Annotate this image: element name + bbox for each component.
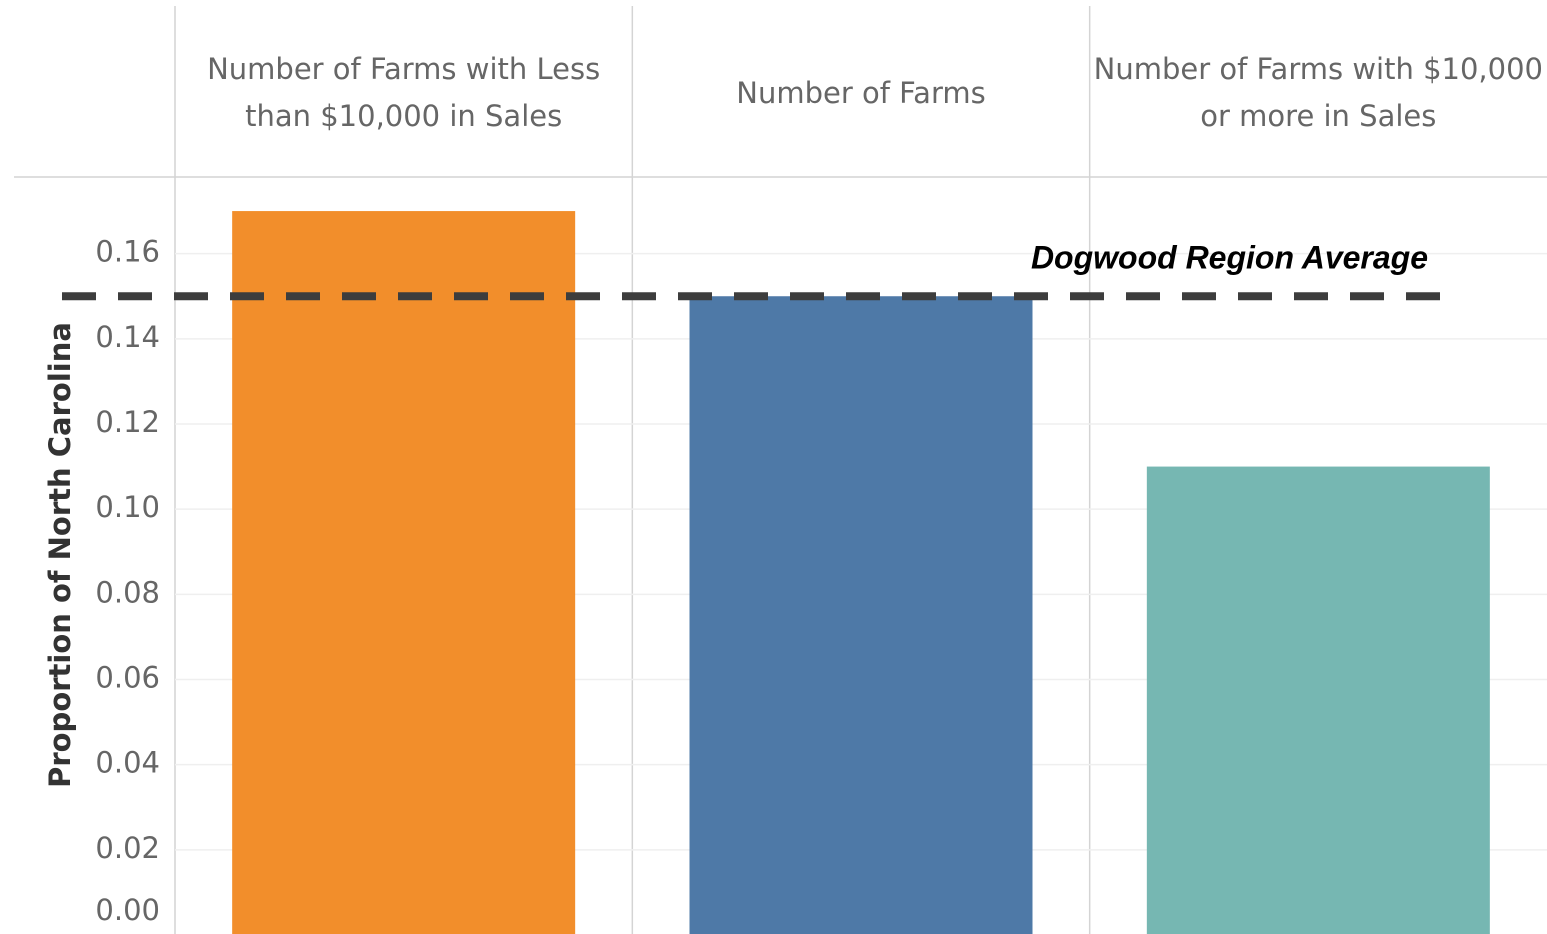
column-header: Number of Farms with Less than $10,000 i… xyxy=(207,52,601,133)
y-tick-label: 0.12 xyxy=(95,405,160,439)
y-tick-label: 0.02 xyxy=(95,831,160,865)
y-tick-label: 0.10 xyxy=(95,490,160,524)
y-tick-label: 0.06 xyxy=(95,660,160,694)
y-tick-label: 0.16 xyxy=(95,235,160,269)
y-tick-label: 0.04 xyxy=(95,746,160,780)
bar xyxy=(689,296,1033,934)
bar xyxy=(232,211,576,934)
reference-label: Dogwood Region Average xyxy=(1031,240,1428,276)
column-header: Number of Farms xyxy=(736,75,986,110)
y-tick-label: 0.14 xyxy=(95,320,160,354)
bar xyxy=(1146,466,1490,934)
y-tick-label: 0.00 xyxy=(95,893,160,927)
y-tick-label: 0.08 xyxy=(95,575,160,609)
y-axis-label: Proportion of North Carolina xyxy=(43,322,77,788)
column-header: Number of Farms with $10,000 or more in … xyxy=(1093,52,1543,133)
